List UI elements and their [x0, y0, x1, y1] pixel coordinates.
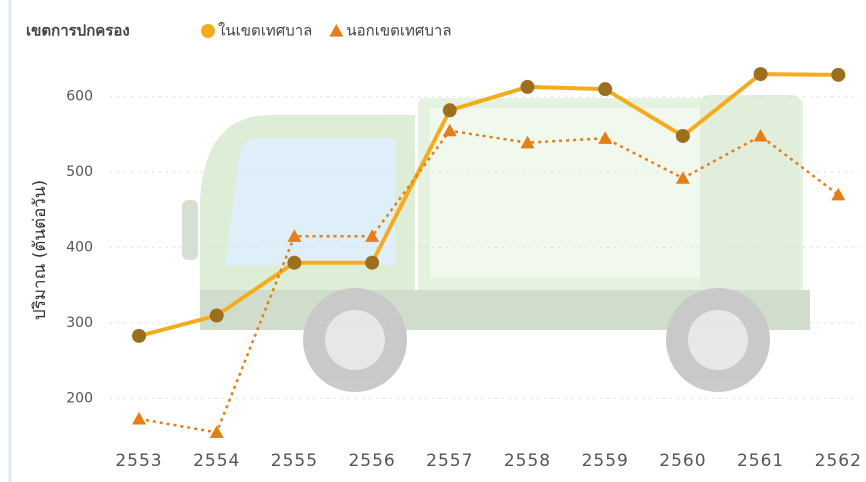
marker — [675, 128, 690, 143]
marker — [365, 229, 380, 242]
y-tick-label: 600 — [66, 89, 93, 105]
marker — [675, 171, 690, 184]
series-line — [138, 72, 839, 338]
marker — [753, 67, 768, 82]
x-tick-label: 2556 — [348, 451, 395, 471]
marker — [209, 308, 224, 323]
legend-marker — [329, 24, 344, 37]
marker — [520, 79, 535, 94]
x-tick-label: 2555 — [271, 451, 318, 471]
legend: ในเขตเทศบาล นอกเขตเทศบาล — [201, 22, 452, 40]
x-tick-label: 2562 — [815, 451, 862, 471]
marker — [598, 82, 613, 97]
marker — [831, 187, 846, 201]
y-tick-label: 200 — [66, 391, 93, 407]
marker — [287, 229, 302, 242]
x-tick-label: 2554 — [193, 451, 240, 471]
marker — [442, 123, 457, 137]
marker — [598, 131, 613, 144]
y-tick-label: 500 — [66, 164, 93, 180]
series-line — [138, 129, 840, 434]
legend-label: ในเขตเทศบาล — [218, 22, 312, 40]
x-tick-label: 2553 — [115, 451, 162, 471]
y-axis-label: ปริมาณ (ตันต่อวัน) — [30, 180, 50, 320]
y-tick-label: 300 — [66, 315, 93, 331]
legend-marker — [201, 24, 215, 38]
x-tick-label: 2557 — [426, 451, 473, 471]
marker — [287, 255, 302, 270]
marker — [132, 328, 146, 343]
marker — [209, 425, 224, 439]
legend-label: นอกเขตเทศบาล — [346, 22, 451, 40]
marker — [753, 128, 768, 142]
y-tick-label: 400 — [66, 240, 93, 256]
x-tick-label: 2560 — [659, 451, 706, 471]
marker — [132, 411, 146, 425]
x-tick-label: 2559 — [582, 451, 629, 471]
x-tick-label: 2561 — [737, 451, 784, 471]
marker — [831, 67, 846, 82]
marker — [442, 103, 457, 118]
x-tick-label: 2558 — [504, 451, 551, 471]
marker — [365, 255, 380, 270]
marker — [520, 135, 535, 149]
legend-title: เขตการปกครอง — [26, 22, 130, 40]
